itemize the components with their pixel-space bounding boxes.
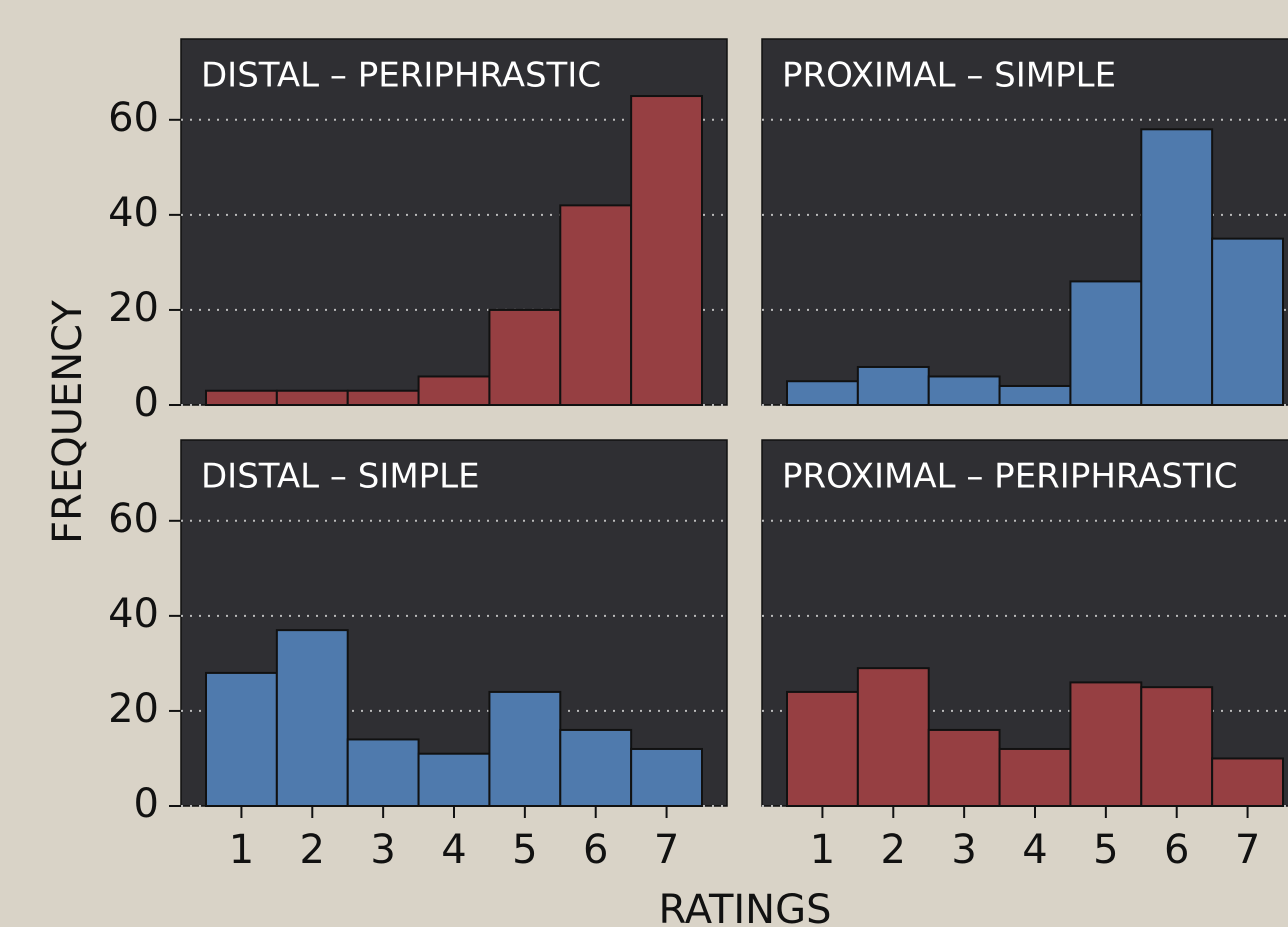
x-tick-label: 1	[229, 827, 254, 873]
x-axis-label: RATINGS	[659, 887, 832, 927]
bar	[488, 690, 562, 807]
y-tick-label: 40	[108, 591, 159, 637]
panel-title: PROXIMAL – PERIPHRASTIC	[782, 457, 1238, 497]
bar	[786, 690, 859, 807]
x-tick-label: 2	[881, 827, 906, 873]
bar	[205, 671, 278, 808]
bar	[205, 389, 278, 407]
x-tick-label: 4	[441, 827, 466, 873]
x-tick-label: 1	[810, 827, 835, 873]
x-tick-label: 7	[654, 827, 679, 873]
x-tick-label: 3	[370, 827, 395, 873]
bar	[417, 752, 491, 808]
x-tick-label: 2	[300, 827, 325, 873]
bar	[275, 389, 349, 407]
bar	[1140, 128, 1214, 407]
y-axis-label: FREQUENCY	[45, 300, 91, 544]
bar	[1211, 237, 1284, 406]
y-tick-label: 40	[108, 190, 159, 236]
x-tick-label: 3	[951, 827, 976, 873]
y-tick-label: 0	[134, 781, 159, 827]
y-tick-label: 0	[134, 380, 159, 426]
bar	[1069, 280, 1143, 407]
bar	[1069, 681, 1143, 808]
y-tick-label: 20	[108, 686, 159, 732]
bar	[559, 204, 633, 406]
y-tick-label: 60	[108, 95, 159, 141]
y-tick-label: 20	[108, 285, 159, 331]
bar	[1140, 686, 1214, 807]
x-tick-label: 5	[1093, 827, 1118, 873]
panel-title: DISTAL – SIMPLE	[201, 457, 480, 497]
bar	[927, 375, 1001, 407]
bar	[927, 728, 1001, 808]
bar	[346, 738, 420, 807]
x-tick-label: 7	[1235, 827, 1260, 873]
x-tick-label: 6	[583, 827, 608, 873]
bar	[417, 375, 491, 407]
panel-title: DISTAL – PERIPHRASTIC	[201, 56, 601, 96]
bar	[856, 667, 930, 807]
bar	[346, 389, 420, 407]
x-tick-label: 5	[512, 827, 537, 873]
bar	[998, 384, 1072, 406]
bar	[559, 728, 633, 808]
bar	[856, 365, 930, 407]
x-tick-label: 4	[1022, 827, 1047, 873]
bar	[998, 747, 1072, 808]
bar	[786, 380, 859, 406]
y-tick-label: 60	[108, 496, 159, 542]
bar	[488, 308, 562, 406]
x-tick-label: 6	[1164, 827, 1189, 873]
bar	[630, 747, 704, 808]
bar	[275, 629, 349, 808]
bar	[1211, 757, 1284, 807]
bar	[630, 95, 704, 406]
panel-title: PROXIMAL – SIMPLE	[782, 56, 1116, 96]
